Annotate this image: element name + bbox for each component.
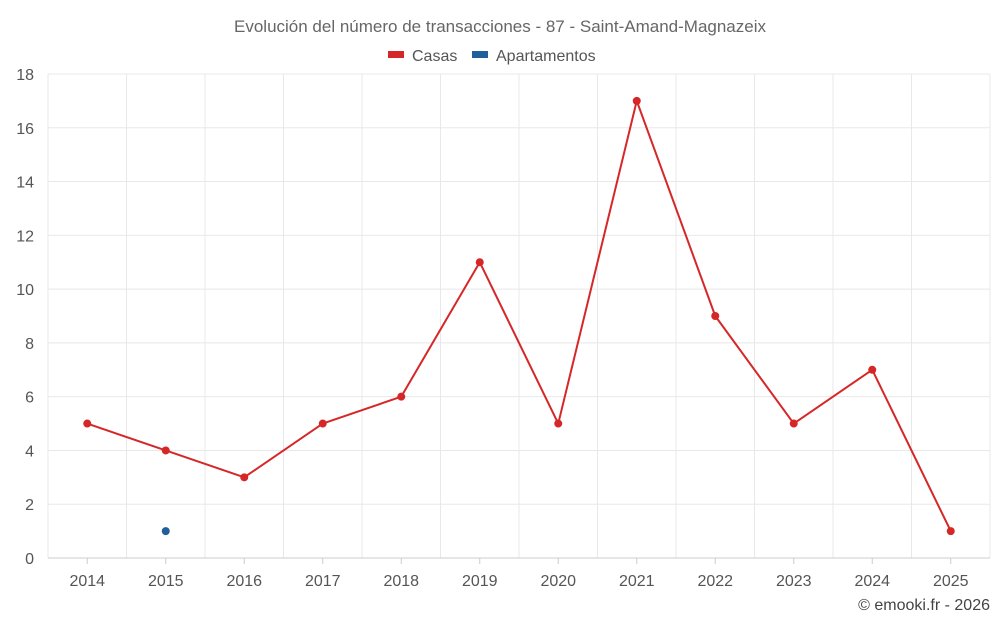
grid — [47, 73, 991, 558]
y-tick-label: 14 — [16, 175, 34, 192]
data-point-casas-2019[interactable] — [475, 258, 484, 267]
series-layer — [83, 96, 955, 536]
y-tick-label: 10 — [16, 282, 34, 299]
x-tick-label: 2020 — [540, 573, 576, 590]
axes — [48, 557, 990, 564]
data-point-casas-2018[interactable] — [397, 392, 406, 401]
x-axis-ticks: 2014 2015 2016 2017 2018 2019 2020 2021 2022 2023… — [69, 573, 968, 590]
legend-swatch-casas — [388, 51, 404, 58]
y-tick-label: 16 — [16, 121, 34, 138]
y-axis-ticks: 0 2 4 6 8 10 12 14 16 18 — [16, 67, 34, 568]
data-point-casas-2017[interactable] — [318, 419, 327, 428]
x-tick-label: 2024 — [854, 573, 890, 590]
chart-title: Evolución del número de transacciones - … — [234, 17, 766, 36]
data-point-casas-2015[interactable] — [161, 446, 170, 455]
y-tick-label: 6 — [25, 390, 34, 407]
legend-swatch-apartamentos — [472, 51, 488, 58]
y-tick-label: 4 — [25, 443, 34, 460]
series-line-casas — [86, 99, 952, 532]
legend: Casas Apartamentos — [388, 48, 596, 65]
footer-credit: © emooki.fr - 2026 — [858, 597, 990, 614]
data-point-casas-2021[interactable] — [632, 96, 641, 105]
series-casas — [83, 96, 955, 536]
x-tick-label: 2015 — [148, 573, 184, 590]
x-tick-label: 2025 — [933, 573, 969, 590]
legend-label-apartamentos[interactable]: Apartamentos — [496, 48, 596, 65]
data-point-casas-2023[interactable] — [789, 419, 798, 428]
x-tick-label: 2017 — [305, 573, 341, 590]
data-point-casas-2014[interactable] — [83, 419, 92, 428]
x-tick-label: 2016 — [226, 573, 262, 590]
y-tick-label: 18 — [16, 67, 34, 84]
data-point-casas-2025[interactable] — [946, 527, 955, 536]
x-tick-label: 2021 — [619, 573, 655, 590]
data-point-casas-2016[interactable] — [240, 473, 249, 482]
x-tick-label: 2023 — [776, 573, 812, 590]
data-point-apartamentos-2015[interactable] — [161, 527, 170, 536]
x-tick-label: 2014 — [69, 573, 105, 590]
y-tick-label: 2 — [25, 497, 34, 514]
data-point-casas-2022[interactable] — [711, 312, 720, 320]
y-tick-label: 0 — [25, 551, 34, 568]
data-point-casas-2020[interactable] — [554, 419, 563, 428]
y-tick-label: 8 — [25, 336, 34, 353]
data-point-casas-2024[interactable] — [868, 365, 877, 374]
x-tick-label: 2022 — [697, 573, 733, 590]
y-tick-label: 12 — [16, 228, 34, 245]
legend-label-casas[interactable]: Casas — [412, 48, 457, 65]
series-apartamentos — [161, 527, 170, 536]
x-tick-label: 2018 — [383, 573, 419, 590]
x-tick-label: 2019 — [462, 573, 498, 590]
